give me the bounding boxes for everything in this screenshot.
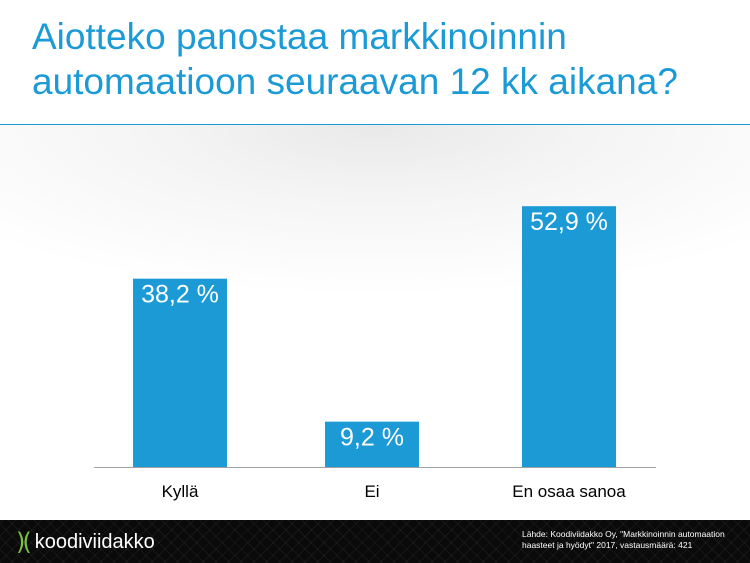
- title-divider: [0, 124, 750, 125]
- data-label-0: 38,2 %: [141, 281, 219, 309]
- bar-2: [522, 206, 616, 467]
- source-line-2: haasteet ja hyödyt" 2017, vastausmäärä: …: [522, 540, 693, 550]
- category-label-0: Kyllä: [162, 482, 199, 501]
- data-label-1: 9,2 %: [340, 424, 404, 452]
- category-label-1: Ei: [364, 482, 379, 501]
- logo: )( koodiviidakko: [16, 529, 155, 555]
- category-label-2: En osaa sanoa: [512, 482, 626, 501]
- data-label-2: 52,9 %: [530, 208, 608, 236]
- bar-1: [325, 421, 419, 467]
- bar-0: [133, 278, 227, 467]
- bar-chart: 38,2 % Kyllä 9,2 % Ei 52,9 % En osaa sanoa: [94, 206, 656, 501]
- source-line-1: Lähde: Koodiviidakko Oy, "Markkinoinnin …: [522, 529, 725, 539]
- page-title: Aiotteko panostaa markkinoinnin automaat…: [32, 16, 678, 102]
- footer: )( koodiviidakko Lähde: Koodiviidakko Oy…: [0, 520, 750, 563]
- chart-area: 38,2 % Kyllä 9,2 % Ei 52,9 % En osaa sanoa: [0, 125, 750, 520]
- source-note: Lähde: Koodiviidakko Oy, "Markkinoinnin …: [522, 529, 744, 551]
- logo-text: koodiviidakko: [34, 531, 155, 553]
- logo-icon: )(: [16, 528, 32, 556]
